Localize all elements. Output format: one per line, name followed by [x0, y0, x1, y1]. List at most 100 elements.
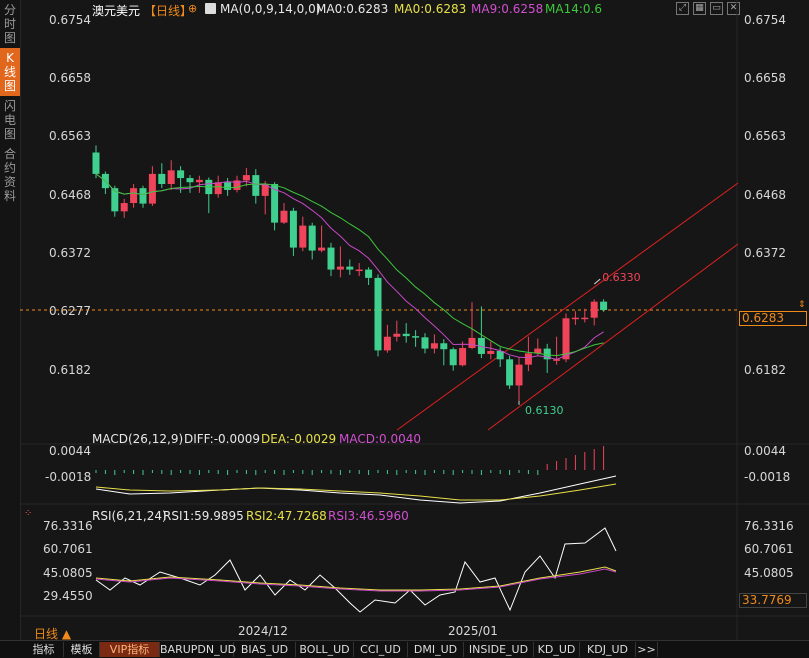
- price-axis-label: 0.6754: [49, 13, 91, 27]
- candle-up: [571, 317, 579, 320]
- rsi2-line: [95, 566, 617, 591]
- candle-down: [111, 188, 119, 212]
- rsi-axis-label: 60.7061: [43, 542, 93, 556]
- indicator-tab[interactable]: VIP指标: [100, 642, 160, 657]
- candle-up: [430, 343, 438, 349]
- candle-up: [261, 184, 269, 196]
- grid-icon[interactable]: ▦: [693, 2, 706, 15]
- candle-up: [562, 318, 570, 360]
- sidebar-tab[interactable]: 合约资料: [3, 147, 16, 203]
- candle-down: [477, 337, 485, 354]
- candle-down: [374, 277, 382, 351]
- candle-down: [252, 175, 260, 196]
- symbol-name: 澳元美元: [92, 4, 141, 18]
- candle-up: [242, 175, 250, 181]
- candle-up: [336, 266, 344, 270]
- window-icon[interactable]: ▭: [710, 2, 723, 15]
- expand-icon[interactable]: ⤢: [676, 2, 689, 15]
- price-axis-label: 0.6182: [744, 363, 786, 377]
- candle-up: [383, 336, 391, 351]
- period-button[interactable]: 日线 ▲: [34, 627, 72, 641]
- candle-up: [214, 182, 222, 195]
- indicator-tab[interactable]: 指标: [24, 642, 64, 657]
- indicator-settings-icon[interactable]: [205, 3, 216, 14]
- candle-up: [581, 317, 589, 320]
- indicator-tab[interactable]: 模板: [64, 642, 100, 657]
- rsi3-line: [95, 568, 617, 592]
- macd-title: MACD(26,12,9): [92, 432, 184, 446]
- indicator-tab[interactable]: KDJ_UD: [580, 642, 636, 657]
- add-indicator-icon[interactable]: ⊕: [188, 2, 198, 15]
- macd-dea: DEA:-0.0029: [261, 432, 337, 446]
- candle-down: [177, 170, 185, 179]
- rsi-axis-label: 45.0805: [43, 566, 93, 580]
- candle-down: [327, 247, 335, 270]
- price-scroll-icon[interactable]: ⇕: [798, 300, 806, 310]
- price-axis-label: 0.6277: [49, 304, 91, 318]
- price-axis-label: 0.6468: [49, 188, 91, 202]
- rsi1-line: [95, 527, 617, 613]
- ma14-line: [95, 173, 604, 357]
- price-axis-label: 0.6658: [49, 71, 91, 85]
- indicator-tab[interactable]: INSIDE_UD: [464, 642, 534, 657]
- macd-axis-label: -0.0018: [45, 470, 92, 484]
- candle-down: [600, 301, 608, 310]
- candle-up: [355, 269, 363, 272]
- indicator-tab[interactable]: CCI_UD: [354, 642, 408, 657]
- candle-up: [393, 333, 401, 337]
- candle-down: [421, 337, 429, 349]
- indicator-tab[interactable]: BOLL_UD: [296, 642, 354, 657]
- ma9-value: MA9:0.6258: [471, 2, 544, 16]
- sidebar-tab[interactable]: 闪电图: [3, 99, 16, 141]
- rsi-title: RSI(6,21,24): [92, 509, 167, 523]
- period-label[interactable]: 【日线】: [144, 4, 193, 18]
- candle-up: [167, 170, 175, 185]
- price-axis-label: 0.6372: [49, 246, 91, 260]
- ma14-value: MA14:0.6: [545, 2, 602, 16]
- indicator-tab[interactable]: KD_UD: [534, 642, 580, 657]
- high-marker: [593, 278, 601, 285]
- candle-up: [590, 301, 598, 318]
- candle-down: [496, 350, 504, 360]
- macd-axis-label: 0.0044: [744, 444, 786, 458]
- price-axis-label: 0.6754: [744, 13, 786, 27]
- channel-line-upper: [396, 182, 739, 431]
- rsi-axis-label: 60.7061: [744, 542, 794, 556]
- rsi-current-box: 33.7769: [739, 593, 807, 608]
- rsi-settings-icon[interactable]: ⁘: [24, 508, 33, 519]
- rsi3-value: RSI3:46.5960: [328, 509, 409, 523]
- candle-up: [468, 337, 476, 349]
- indicator-tab[interactable]: BARUPDN_UD: [160, 642, 237, 657]
- macd-diff: DIFF:-0.0009: [184, 432, 261, 446]
- price-axis-label: 0.6658: [744, 71, 786, 85]
- indicator-tab[interactable]: BIAS_UD: [234, 642, 296, 657]
- candle-up: [130, 188, 138, 204]
- sidebar-tab[interactable]: 分时图: [3, 3, 16, 45]
- indicator-tab[interactable]: DMI_UD: [408, 642, 464, 657]
- low-price-label: 0.6130: [525, 404, 564, 417]
- candle-up: [459, 348, 467, 366]
- candle-up: [233, 180, 241, 190]
- candle-down: [271, 184, 279, 223]
- ma9-line: [95, 173, 604, 360]
- rsi1-value: RSI1:59.9895: [163, 509, 244, 523]
- price-axis-label: 0.6563: [49, 129, 91, 143]
- candle-up: [299, 225, 307, 248]
- candle-up: [524, 353, 532, 365]
- candle-up: [553, 359, 561, 361]
- candle-down: [308, 225, 316, 251]
- ma0-value: MA0:0.6283: [316, 2, 389, 16]
- candle-up: [148, 173, 156, 204]
- candle-down: [402, 333, 410, 337]
- candle-down: [186, 178, 194, 183]
- rsi-axis-label: 29.4550: [43, 589, 93, 603]
- candle-down: [449, 349, 457, 366]
- indicator-tab[interactable]: >>: [636, 642, 658, 657]
- candle-up: [487, 350, 495, 354]
- close-icon[interactable]: ✕: [727, 2, 740, 15]
- candle-up: [280, 210, 288, 223]
